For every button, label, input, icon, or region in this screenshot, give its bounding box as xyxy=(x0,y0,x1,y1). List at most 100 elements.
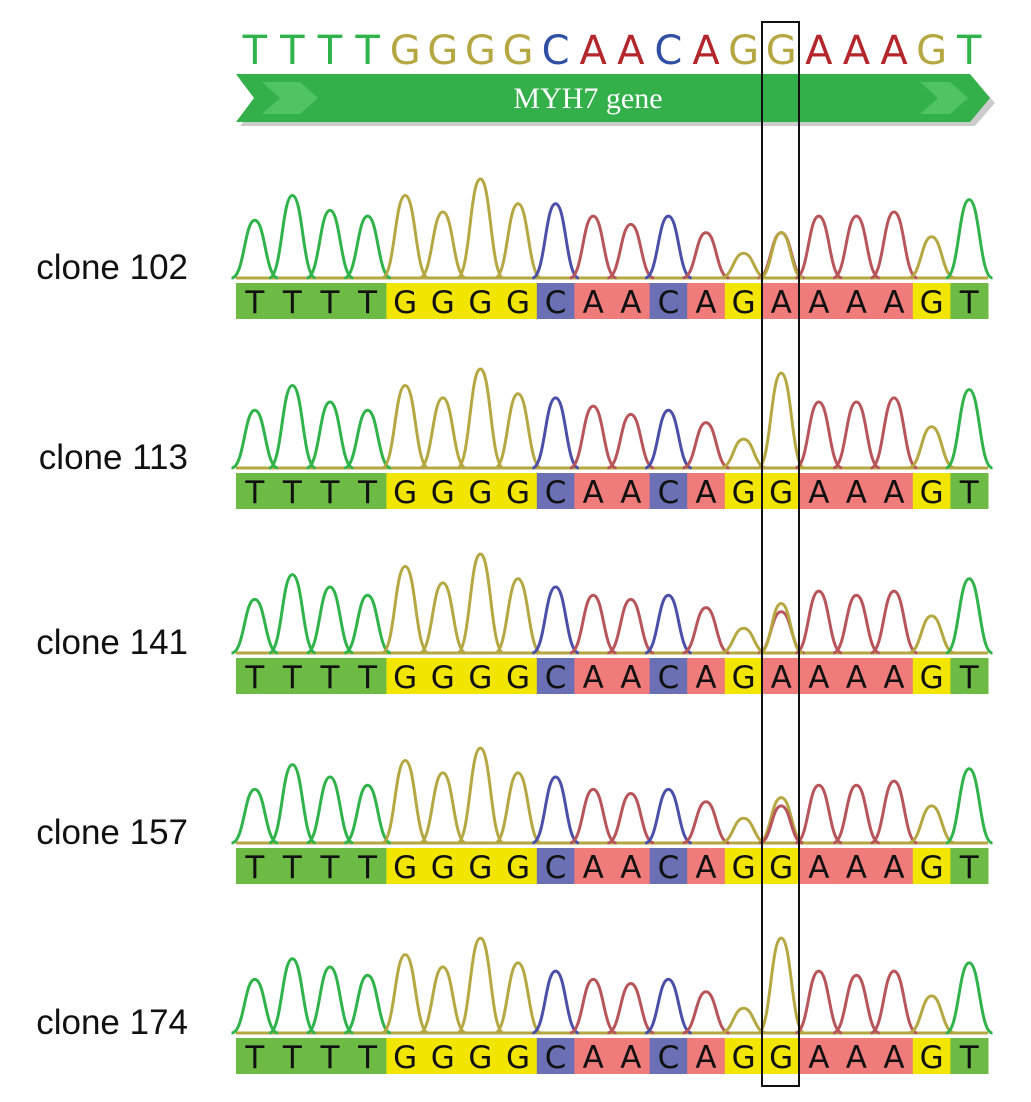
base-call-letter: A xyxy=(846,850,867,886)
base-call-letter: T xyxy=(357,660,378,696)
base-call-cell xyxy=(687,1038,726,1074)
reference-base: T xyxy=(354,28,380,74)
trace-peak xyxy=(945,388,994,470)
trace-peak xyxy=(644,408,693,470)
base-call-cell xyxy=(311,1038,350,1074)
gene-arrow-chevron-right xyxy=(920,82,968,114)
trace-peak xyxy=(644,977,693,1035)
base-call-cell xyxy=(424,473,463,509)
trace-peak xyxy=(456,936,505,1035)
base-call-cell xyxy=(912,658,951,694)
base-call-letter: G xyxy=(920,660,944,696)
base-call-cell xyxy=(574,848,613,884)
base-call-letter: A xyxy=(846,475,867,511)
base-call-cell xyxy=(950,473,989,509)
base-call-cell xyxy=(762,848,801,884)
trace-peak xyxy=(644,214,693,280)
base-call-letter: G xyxy=(431,475,455,511)
base-call-cell xyxy=(875,473,914,509)
base-call-letter: G xyxy=(431,1040,455,1076)
base-call-cell xyxy=(724,658,763,694)
trace-peak xyxy=(945,961,994,1035)
base-call-cell xyxy=(386,283,425,319)
clone-label: clone 141 xyxy=(36,623,188,662)
trace-peak xyxy=(832,400,881,470)
secondary-trace-peak xyxy=(758,601,804,655)
base-call-letter: A xyxy=(883,285,904,321)
trace-peak xyxy=(268,763,317,845)
base-call-letter: A xyxy=(771,285,792,321)
base-call-cell xyxy=(236,848,275,884)
base-call-cell xyxy=(762,283,801,319)
base-call-letter: G xyxy=(920,850,944,886)
base-call-letter: A xyxy=(808,475,829,511)
base-call-letter: C xyxy=(658,850,680,886)
trace-peak xyxy=(306,585,354,655)
trace-peak xyxy=(343,973,392,1035)
trace-peak xyxy=(870,969,918,1035)
trace-peak xyxy=(230,408,279,470)
reference-base: G xyxy=(390,28,421,74)
base-call-letter: G xyxy=(431,660,455,696)
base-call-cell xyxy=(386,473,425,509)
trace-peak xyxy=(682,990,730,1035)
trace-peak xyxy=(306,965,354,1035)
base-call-cell xyxy=(348,1038,387,1074)
trace-peak xyxy=(907,425,956,470)
trace-peak xyxy=(230,218,279,280)
base-call-cell xyxy=(574,1038,613,1074)
base-call-letter: T xyxy=(959,660,980,696)
base-call-letter: A xyxy=(695,475,716,511)
reference-base: T xyxy=(279,28,305,74)
base-call-letter: T xyxy=(320,285,341,321)
secondary-trace-peak xyxy=(758,231,804,280)
base-call-letter: C xyxy=(658,475,680,511)
base-call-letter: G xyxy=(732,285,756,321)
base-call-letter: T xyxy=(244,1040,265,1076)
base-call-letter: A xyxy=(695,1040,716,1076)
base-call-letter: T xyxy=(959,1040,980,1076)
base-call-letter: A xyxy=(808,660,829,696)
base-call-cell xyxy=(724,848,763,884)
base-call-cell xyxy=(424,283,463,319)
base-call-letter: G xyxy=(393,1040,417,1076)
base-call-letter: C xyxy=(658,660,680,696)
base-call-letter: G xyxy=(769,1040,793,1076)
base-call-letter: G xyxy=(393,660,417,696)
trace-peak xyxy=(870,589,918,655)
base-call-cell xyxy=(536,473,575,509)
base-call-letter: C xyxy=(545,285,567,321)
base-call-letter: G xyxy=(468,475,492,511)
base-call-letter: T xyxy=(282,660,303,696)
base-call-letter: G xyxy=(506,475,530,511)
base-call-cell xyxy=(386,658,425,694)
trace-peak xyxy=(945,577,994,655)
base-call-cell xyxy=(649,658,688,694)
base-call-letter: G xyxy=(506,660,530,696)
base-call-letter: G xyxy=(393,285,417,321)
base-call-letter: G xyxy=(769,850,793,886)
gene-arrow-body xyxy=(236,74,990,122)
trace-peak xyxy=(493,392,543,470)
base-call-cell xyxy=(649,1038,688,1074)
trace-peak xyxy=(456,552,505,655)
base-call-cell xyxy=(536,1038,575,1074)
base-call-letter: A xyxy=(846,285,867,321)
trace-peak xyxy=(606,412,655,470)
base-call-letter: A xyxy=(808,285,829,321)
secondary-trace-peak xyxy=(758,804,804,845)
trace-peak xyxy=(794,400,843,470)
variant-highlight-box xyxy=(761,21,800,1087)
reference-base: G xyxy=(427,28,458,74)
trace-peak xyxy=(230,977,279,1035)
base-call-letter: A xyxy=(846,660,867,696)
base-call-cell xyxy=(837,848,876,884)
trace-peak xyxy=(682,421,730,470)
trace-peak xyxy=(682,606,730,655)
base-call-cell xyxy=(912,283,951,319)
base-call-letter: G xyxy=(468,1040,492,1076)
trace-peak xyxy=(945,767,994,845)
trace-peak xyxy=(719,437,768,470)
